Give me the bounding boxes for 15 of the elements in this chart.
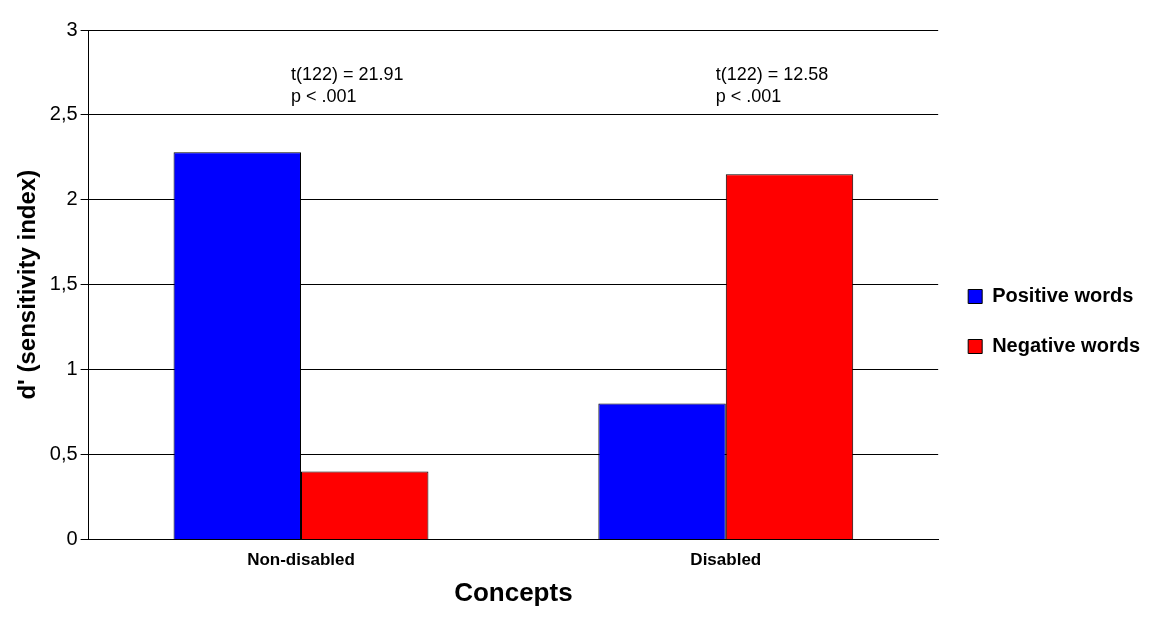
x-axis-title: Concepts bbox=[454, 576, 573, 607]
y-tick-label: 1,5 bbox=[49, 272, 78, 295]
y-tick-label: 1 bbox=[66, 357, 78, 380]
y-tick-label: 0,5 bbox=[49, 442, 78, 465]
x-tick-label: Disabled bbox=[690, 550, 762, 570]
y-tick-label: 3 bbox=[66, 17, 78, 40]
annotation: t(122) = 12.58 p < .001 bbox=[715, 64, 829, 106]
y-axis-title: d' (sensitivity index) bbox=[13, 169, 41, 400]
annotation: t(122) = 21.91 p < .001 bbox=[291, 64, 404, 106]
y-tick-label: 2,5 bbox=[49, 102, 78, 125]
x-tick-label: Non-disabled bbox=[247, 550, 355, 570]
y-tick-label: 2 bbox=[66, 187, 78, 210]
y-tick-label: 0 bbox=[66, 526, 78, 549]
legend-label: Positive words bbox=[992, 284, 1134, 307]
legend-label: Negative words bbox=[992, 334, 1141, 357]
